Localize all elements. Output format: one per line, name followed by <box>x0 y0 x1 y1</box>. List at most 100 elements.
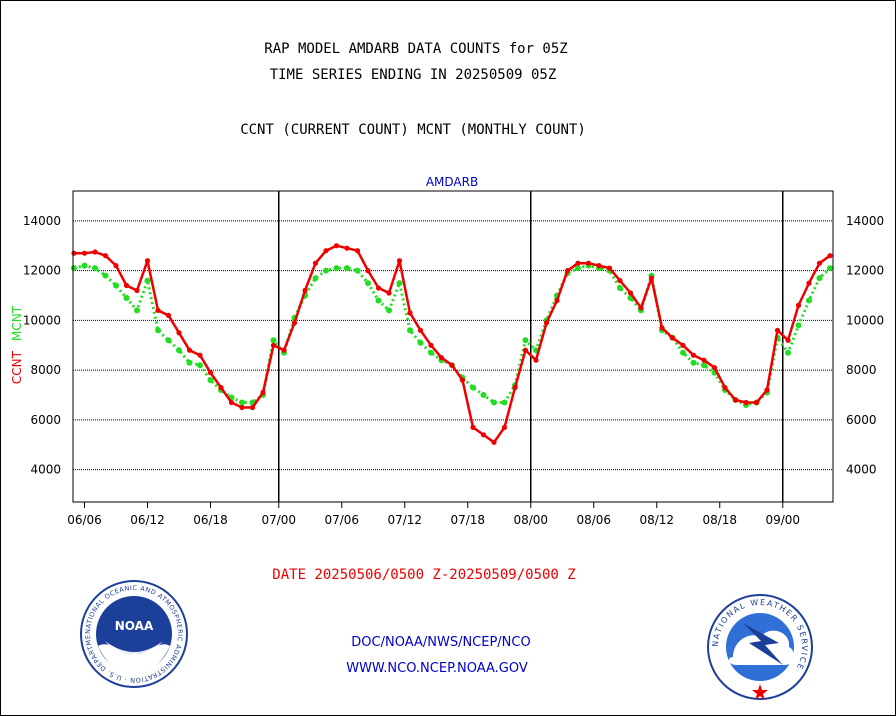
data-point-ccnt <box>239 404 245 411</box>
data-point-ccnt <box>470 424 476 430</box>
data-point-mcnt <box>785 349 791 356</box>
data-point-ccnt <box>155 307 161 313</box>
series-line-mcnt <box>73 264 832 407</box>
y-tick-label-left: 6000 <box>30 413 61 427</box>
data-point-ccnt <box>417 327 424 333</box>
data-point-ccnt <box>690 352 697 358</box>
x-tick-label: 06/06 <box>67 513 102 527</box>
y-tick-label-left: 4000 <box>30 463 61 477</box>
data-point-ccnt <box>743 399 749 406</box>
data-point-ccnt <box>627 290 634 296</box>
y-axis-label-ccnt: CCNT <box>10 350 24 384</box>
data-point-mcnt <box>207 377 214 384</box>
data-point-ccnt <box>606 265 613 271</box>
data-point-ccnt <box>228 399 235 406</box>
data-point-mcnt <box>354 267 361 274</box>
y-tick-label-left: 12000 <box>23 264 61 278</box>
x-tick-label: 08/00 <box>513 513 548 527</box>
data-point-ccnt <box>701 357 707 363</box>
data-point-ccnt <box>123 282 130 289</box>
chart-title: AMDARB <box>426 175 478 189</box>
y-tick-label-left: 10000 <box>23 313 61 327</box>
y-axis-label: CCNT MCNT <box>10 305 24 384</box>
data-point-ccnt <box>365 268 371 274</box>
data-point-ccnt <box>102 253 109 259</box>
noaa-ring-text: NATIONAL OCEANIC AND ATMOSPHERIC ADMINIS… <box>1 1 184 684</box>
data-point-ccnt <box>806 280 812 286</box>
data-point-ccnt <box>113 263 119 269</box>
data-point-ccnt <box>575 260 581 266</box>
data-point-ccnt <box>375 285 382 291</box>
y-tick-label-right: 14000 <box>846 214 884 228</box>
data-point-ccnt <box>501 424 508 430</box>
data-point-ccnt <box>585 260 592 266</box>
data-point-mcnt <box>491 399 497 406</box>
data-point-ccnt <box>281 347 287 353</box>
data-point-ccnt <box>176 330 182 336</box>
data-point-mcnt <box>827 265 833 272</box>
y-tick-label-left: 8000 <box>30 363 61 377</box>
data-point-mcnt <box>239 399 245 406</box>
data-point-mcnt <box>344 265 350 272</box>
x-tick-label: 08/12 <box>639 513 674 527</box>
data-point-ccnt <box>449 362 455 368</box>
data-point-ccnt <box>333 243 340 249</box>
data-point-ccnt <box>533 357 539 363</box>
data-point-mcnt <box>417 339 424 346</box>
data-point-mcnt <box>795 322 802 329</box>
data-point-ccnt <box>428 342 434 348</box>
data-point-mcnt <box>396 280 403 287</box>
data-point-ccnt <box>207 370 214 376</box>
data-point-mcnt <box>123 295 130 301</box>
y-axis-label-mcnt: MCNT <box>10 305 24 341</box>
data-point-ccnt <box>648 275 655 281</box>
data-point-ccnt <box>344 245 350 251</box>
data-point-ccnt <box>270 342 277 348</box>
data-point-ccnt <box>260 389 266 396</box>
data-point-ccnt <box>617 278 623 284</box>
data-point-ccnt <box>680 342 686 348</box>
y-tick-label-right: 4000 <box>846 463 877 477</box>
data-point-ccnt <box>522 347 529 353</box>
data-point-mcnt <box>197 362 203 369</box>
data-point-mcnt <box>270 337 277 344</box>
data-point-ccnt <box>732 397 739 403</box>
header-title: RAP MODEL AMDARB DATA COUNTS for 05Z <box>264 41 567 57</box>
data-point-mcnt <box>71 265 77 272</box>
link-nco-website[interactable]: WWW.NCO.NCEP.NOAA.GOV <box>346 661 528 676</box>
data-point-mcnt <box>816 275 823 282</box>
y-tick-label-right: 12000 <box>846 264 884 278</box>
noaa-center-text: NOAA <box>115 619 154 633</box>
header-legend-text: CCNT (CURRENT COUNT) MCNT (MONTHLY COUNT… <box>240 122 586 138</box>
data-point-ccnt <box>659 325 665 331</box>
series-line-ccnt <box>74 244 831 444</box>
data-point-ccnt <box>459 377 466 383</box>
x-tick-label: 06/12 <box>130 513 165 527</box>
data-point-ccnt <box>438 355 445 361</box>
data-point-ccnt <box>354 248 361 254</box>
header-subtitle: TIME SERIES ENDING IN 20250509 05Z <box>270 67 557 83</box>
data-point-ccnt <box>512 385 518 391</box>
data-point-mcnt <box>144 277 151 284</box>
data-point-ccnt <box>638 305 644 311</box>
data-point-mcnt <box>690 359 697 366</box>
data-point-mcnt <box>81 262 88 269</box>
x-tick-label: 06/18 <box>193 513 228 527</box>
nws-logo: NATIONAL WEATHER SERVICE <box>707 594 813 700</box>
data-point-ccnt <box>249 404 256 411</box>
x-tick-label: 07/00 <box>261 513 296 527</box>
data-point-ccnt <box>816 260 823 266</box>
data-point-mcnt <box>375 297 382 304</box>
data-point-ccnt <box>302 287 308 294</box>
x-tick-label: 07/12 <box>387 513 422 527</box>
grid-layer <box>73 191 833 502</box>
y-tick-label-right: 8000 <box>846 363 877 377</box>
data-point-ccnt <box>197 352 203 358</box>
data-point-ccnt <box>144 258 151 264</box>
data-point-mcnt <box>176 347 182 354</box>
x-tick-label: 08/18 <box>702 513 737 527</box>
data-point-mcnt <box>323 267 329 274</box>
data-point-mcnt <box>386 307 392 314</box>
link-doc-noaa[interactable]: DOC/NOAA/NWS/NCEP/NCO <box>351 635 530 650</box>
